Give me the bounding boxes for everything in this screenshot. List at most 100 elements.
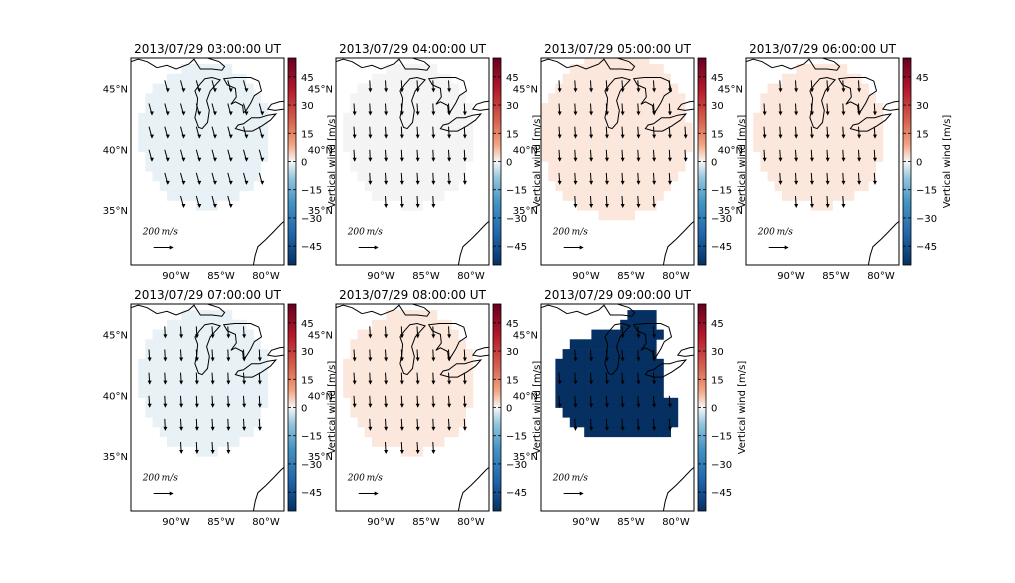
arrow-head (462, 403, 467, 408)
latitude-label: 35°N (718, 206, 743, 217)
colorbar-tick: −45 (916, 242, 937, 253)
arrow-head (668, 111, 672, 116)
arrow-head (825, 204, 830, 208)
lake-outline (222, 77, 263, 114)
map-frame (130, 57, 285, 266)
lake-outline (471, 346, 489, 357)
coast-line (156, 58, 226, 71)
colorbar-tick: 15 (301, 375, 314, 386)
arrow-head (213, 111, 217, 116)
vertical-wind-field (753, 64, 884, 211)
scale-label: 200 m/s (142, 474, 179, 484)
arrow-head (557, 157, 562, 162)
arrow-head (368, 157, 373, 162)
arrow-head (620, 111, 625, 116)
colorbar-tick: 15 (506, 375, 519, 386)
map-frame (335, 303, 490, 512)
arrow-head (399, 180, 404, 185)
arrow-head (589, 134, 594, 139)
arrow-head (228, 157, 233, 162)
arrow-head (194, 357, 199, 362)
colorbar-tick: 30 (916, 101, 929, 112)
latitude-label: 45°N (103, 330, 128, 341)
arrow-head (573, 134, 578, 139)
map-panel: 2013/07/29 04:00:00 UT 200 m/s 90°W 85°W 80°… (308, 42, 543, 282)
wind-arrows (147, 326, 262, 454)
colorbar: 45 30 15 0 −15 −30 −45 Vertical wind [m/s] (492, 303, 543, 512)
colorbar-tick: −15 (301, 432, 322, 443)
map-panel: 2013/07/29 09:00:00 UT 200 m/s 90°W 85°W 80°… (513, 288, 748, 528)
arrow-head (181, 180, 186, 185)
arrow-head (399, 426, 404, 431)
arrow-head (762, 157, 767, 162)
coast-line (813, 58, 835, 63)
longitude-label: 80°W (662, 271, 690, 282)
arrow-head (399, 111, 404, 116)
coast-line (156, 304, 226, 317)
arrow-head (257, 357, 262, 362)
latitude-label: 45°N (308, 84, 333, 95)
arrow-head (150, 111, 154, 116)
arrow-head (194, 450, 199, 454)
lake-outline (222, 323, 263, 360)
arrow-head (589, 111, 594, 116)
lake-outline (234, 359, 278, 378)
colorbar-tick: 15 (711, 375, 724, 386)
arrow-head (197, 204, 202, 208)
arrow-head (652, 111, 657, 116)
arrow-head (431, 380, 436, 385)
wind-arrows (352, 326, 467, 454)
arrow-head (794, 134, 799, 139)
arrow-head (778, 111, 783, 116)
arrow-head (579, 245, 584, 250)
arrow-head (194, 426, 199, 431)
lake-outline (809, 76, 837, 130)
colorbar: 45 30 15 0 −15 −30 −45 Vertical wind [m/s] (287, 303, 338, 512)
arrow-head (652, 357, 657, 362)
colorbar-tick: 45 (301, 73, 314, 84)
arrow-head (165, 134, 170, 139)
colorbar-label: Vertical wind [m/s] (737, 361, 748, 455)
arrow-head (825, 180, 830, 185)
arrow-head (825, 157, 830, 162)
arrow-head (399, 357, 404, 362)
colorbar: 45 30 15 0 −15 −30 −45 Vertical wind [m/s] (902, 57, 953, 266)
arrow-head (589, 357, 594, 362)
colorbar: 45 30 15 0 −15 −30 −45 Vertical wind [m/s] (697, 303, 748, 512)
longitude-label: 85°W (822, 271, 850, 282)
colorbar: 45 30 15 0 −15 −30 −45 Vertical wind [m/s] (697, 57, 748, 266)
arrow-head (194, 334, 199, 339)
arrow-head (810, 111, 814, 116)
arrow-head (873, 134, 877, 139)
colorbar-tick: 0 (916, 158, 922, 169)
arrow-head (431, 403, 436, 408)
lake-outline (632, 323, 673, 360)
arrow-head (873, 157, 877, 162)
panel-title: 2013/07/29 07:00:00 UT (134, 288, 281, 302)
arrow-head (620, 180, 625, 185)
arrow-head (368, 403, 373, 408)
latitude-label: 40°N (718, 145, 743, 156)
arrow-head (181, 204, 186, 208)
arrow-head (415, 334, 420, 339)
arrow-head (197, 180, 202, 185)
arrow-head (415, 426, 420, 431)
arrow-head (668, 426, 672, 431)
arrow-head (620, 204, 625, 208)
arrow-head (260, 157, 265, 162)
colorbar-tick: −30 (711, 214, 732, 225)
arrow-head (368, 111, 373, 116)
arrow-head (620, 88, 625, 93)
latitude-label: 40°N (308, 145, 333, 156)
arrow-head (573, 157, 578, 162)
wind-arrows (148, 80, 265, 208)
lake-outline (849, 113, 893, 132)
coast-line (403, 58, 425, 63)
arrow-head (150, 134, 154, 139)
arrow-head (197, 134, 202, 139)
longitude-label: 90°W (777, 271, 805, 282)
colorbar-tick: −45 (301, 242, 322, 253)
latitude-label: 35°N (513, 452, 538, 463)
arrow-head (260, 180, 265, 185)
arrow-head (415, 157, 420, 162)
